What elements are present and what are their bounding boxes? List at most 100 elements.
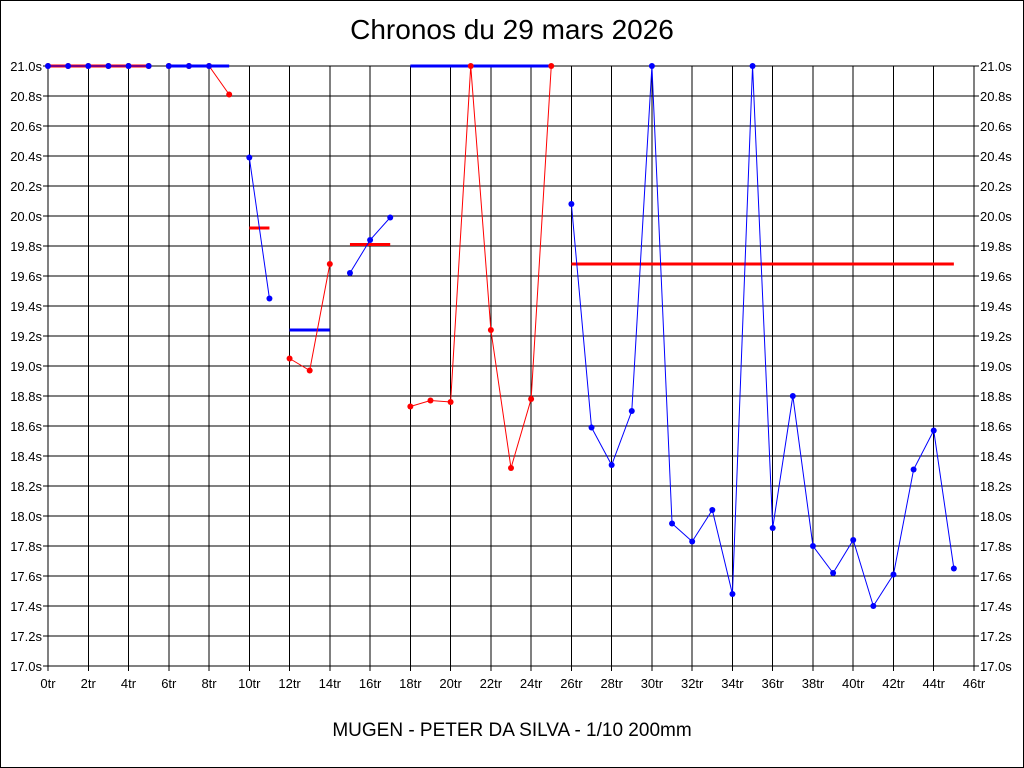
data-point-blue [145,63,152,69]
y-tick-label-left: 18.6s [10,419,42,434]
y-tick-label-right: 18.8s [980,389,1012,404]
y-tick-label-left: 20.0s [10,209,42,224]
y-tick-label-left: 20.8s [10,89,42,104]
data-point-blue [125,63,132,69]
data-point-blue [367,237,374,243]
data-point-red [447,399,454,405]
series-line-blue [570,65,955,608]
y-tick-label-left: 19.6s [10,269,42,284]
y-tick-label-right: 19.4s [980,299,1012,314]
chart-footer: MUGEN - PETER DA SILVA - 1/10 200mm [332,720,692,741]
y-tick-label-right: 17.6s [980,569,1012,584]
y-tick-label-right: 19.8s [980,239,1012,254]
x-tick-label: 28tr [600,676,623,691]
x-tick-label: 10tr [238,676,261,691]
x-tick-label: 34tr [721,676,744,691]
x-tick-label: 18tr [399,676,422,691]
x-tick-label: 12tr [278,676,301,691]
data-point-blue [346,270,353,276]
x-tick-label: 4tr [121,676,137,691]
y-tick-label-right: 17.0s [980,659,1012,674]
data-point-red [427,397,434,404]
y-tick-label-right: 17.2s [980,629,1012,644]
y-tick-label-left: 21.0s [10,59,42,74]
y-tick-label-left: 19.0s [10,359,42,374]
y-tick-label-left: 18.8s [10,389,42,404]
data-point-red [487,327,494,333]
data-point-blue [185,63,192,69]
y-tick-label-right: 21.0s [980,59,1012,74]
x-tick-label: 44tr [923,676,946,691]
data-point-red [548,63,555,69]
data-point-red [286,355,293,362]
y-tick-label-right: 19.2s [980,329,1012,344]
y-tick-label-left: 19.2s [10,329,42,344]
data-point-blue [608,462,615,468]
x-tick-label: 46tr [963,676,986,691]
y-tick-label-left: 20.6s [10,119,42,134]
x-tick-label: 22tr [480,676,503,691]
y-tick-label-right: 20.6s [980,119,1012,134]
y-tick-label-left: 20.2s [10,179,42,194]
series-line-red [410,65,552,469]
chart-title: Chronos du 29 mars 2026 [350,14,674,45]
y-tick-label-right: 20.0s [980,209,1012,224]
data-point-blue [930,427,937,434]
data-point-blue [165,63,172,69]
data-point-red [326,261,333,267]
series-line-red [168,65,230,95]
y-tick-label-left: 20.4s [10,149,42,164]
data-point-blue [850,537,857,543]
data-point-blue [709,507,716,513]
x-tick-label: 14tr [319,676,342,691]
y-tick-label-left: 17.6s [10,569,42,584]
y-tick-label-right: 17.8s [980,539,1012,554]
data-point-blue [85,63,92,69]
y-tick-label-right: 20.2s [980,179,1012,194]
data-point-blue [890,571,897,578]
y-tick-label-right: 18.2s [980,479,1012,494]
x-tick-label: 26tr [560,676,583,691]
data-point-blue [689,538,696,545]
data-point-blue [749,63,756,69]
data-point-blue [729,591,736,597]
x-tick-label: 20tr [439,676,462,691]
data-point-blue [830,570,837,576]
y-tick-label-left: 17.4s [10,599,42,614]
y-tick-label-left: 17.8s [10,539,42,554]
y-tick-label-left: 18.2s [10,479,42,494]
data-point-blue [65,63,72,69]
data-point-blue [45,63,51,69]
data-point-blue [568,201,575,207]
data-point-blue [588,424,595,431]
y-tick-label-right: 20.4s [980,149,1012,164]
data-point-blue [950,565,957,572]
x-tick-label: 42tr [882,676,905,691]
x-tick-label: 36tr [761,676,784,691]
data-point-blue [648,63,655,69]
data-point-blue [669,520,676,527]
data-point-blue [910,466,917,473]
series-line-red [289,263,331,372]
y-tick-label-right: 19.6s [980,269,1012,284]
x-tick-label: 32tr [681,676,704,691]
data-point-red [528,396,535,402]
data-point-red [226,91,233,98]
x-tick-label: 0tr [40,676,56,691]
data-point-blue [870,603,877,609]
data-point-red [467,63,474,69]
y-tick-label-right: 18.6s [980,419,1012,434]
data-point-blue [105,63,112,69]
y-tick-label-left: 18.0s [10,509,42,524]
data-point-blue [246,154,253,161]
data-point-blue [789,393,796,399]
data-point-red [407,403,414,410]
data-point-blue [628,408,635,414]
data-point-blue [266,295,273,302]
x-tick-label: 30tr [641,676,664,691]
y-tick-label-left: 19.4s [10,299,42,314]
data-point-blue [769,525,776,531]
x-tick-label: 16tr [359,676,382,691]
y-tick-label-right: 19.0s [980,359,1012,374]
